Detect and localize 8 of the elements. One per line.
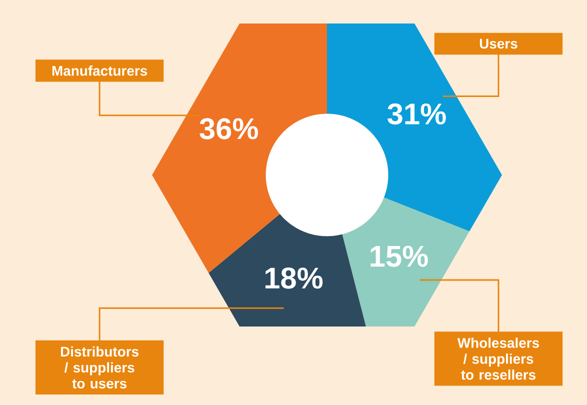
data-label: 31% <box>388 103 446 125</box>
data-label: 15% <box>370 246 428 267</box>
data-label: 36% <box>200 118 258 140</box>
slice-label: Distributors / suppliers to users <box>60 346 139 389</box>
slice-label: Wholesalers / suppliers to resellers <box>457 338 539 380</box>
slice-label: Manufacturers <box>52 66 148 76</box>
data-label: 18% <box>265 268 323 289</box>
slice-label: Users <box>480 38 518 49</box>
